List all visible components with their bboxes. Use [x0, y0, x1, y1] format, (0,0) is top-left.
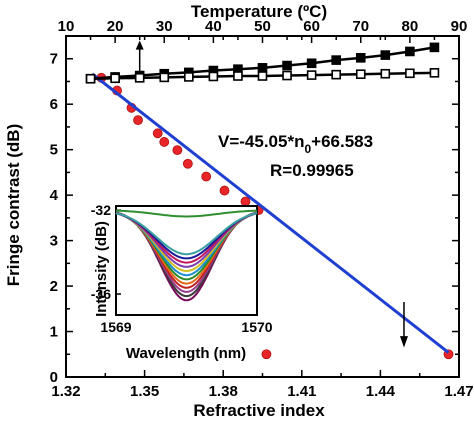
filled-square-point: [306, 58, 317, 69]
ri-data-point: [219, 185, 230, 196]
inset-x-title: Wavelength (nm): [126, 345, 246, 362]
ri-data-point: [152, 128, 163, 139]
open-square-point: [184, 72, 194, 82]
inset-plot: 1569 1570 -32 -36: [91, 202, 273, 335]
filled-square-point: [355, 53, 366, 63]
inset-x-tick-label: 1569: [100, 319, 131, 335]
x2-tick-label: 10: [58, 18, 75, 35]
linear-fit-line: [91, 72, 450, 354]
fit-equation-tail: +66.583: [311, 132, 373, 151]
y-tick-label: 4: [50, 187, 59, 204]
ri-data-point: [182, 158, 193, 169]
ri-data-point: [172, 145, 183, 156]
x-tick-label: 1.35: [130, 383, 159, 400]
filled-square-point: [380, 50, 391, 60]
filled-square-point: [257, 63, 268, 73]
x2-tick-label: 30: [156, 18, 173, 35]
inset-y-tick-label: -32: [91, 202, 111, 218]
ri-data-point: [201, 171, 212, 182]
inset-y-tick-label: -36: [91, 286, 111, 302]
inset-spectrum-curve: [115, 209, 258, 218]
filled-square-point: [405, 46, 415, 57]
open-square-point: [159, 72, 170, 83]
ri-axis-arrowhead: [399, 336, 408, 348]
open-square-point: [380, 68, 391, 79]
ri-data-point: [261, 349, 272, 360]
fit-equation-main: V=-45.05*n: [218, 132, 304, 151]
y-axis-title: Fringe contrast (dB): [4, 124, 23, 286]
y-tick-label: 5: [50, 142, 58, 159]
open-square-point: [331, 69, 341, 80]
filled-square-point: [282, 60, 292, 71]
inset-y-title: Intensity (dB): [93, 221, 110, 317]
open-square-point: [355, 69, 366, 79]
open-square-point: [208, 71, 219, 82]
inset-x-tick-label: 1570: [241, 319, 272, 335]
x2-tick-label: 60: [303, 18, 320, 35]
filled-square-point: [429, 42, 440, 53]
open-square-point: [257, 71, 268, 81]
ri-data-point: [240, 196, 251, 207]
y-tick-label: 0: [50, 369, 58, 386]
x2-tick-label: 20: [107, 18, 124, 35]
y-tick-label: 3: [50, 233, 58, 250]
fit-r-value: R=0.99965: [270, 161, 354, 180]
fit-equation-subscript: 0: [304, 142, 311, 156]
fit-equation: V=-45.05*n0+66.583: [218, 132, 373, 156]
open-square-point: [233, 71, 243, 81]
temperature-axis-arrowhead: [135, 40, 144, 50]
open-square-point: [405, 68, 415, 79]
x2-tick-label: 90: [451, 18, 468, 35]
y-tick-label: 7: [50, 51, 58, 68]
y-tick-label: 1: [50, 324, 58, 341]
open-square-point: [429, 68, 440, 78]
y-tick-label: 6: [50, 96, 58, 113]
x-tick-label: 1.32: [51, 383, 80, 400]
x2-tick-label: 40: [205, 18, 222, 35]
x-axis-title: Refractive index: [193, 401, 325, 420]
x-tick-label: 1.41: [287, 383, 316, 400]
y-tick-label: 2: [50, 278, 58, 295]
ri-data-point: [159, 137, 170, 147]
ri-data-point: [133, 115, 143, 126]
filled-square-point: [331, 55, 341, 65]
open-square-point: [85, 73, 96, 84]
open-square-point: [282, 70, 292, 81]
open-square-point: [134, 73, 145, 83]
x-tick-label: 1.44: [366, 383, 396, 400]
inset-spectrum-curve: [115, 212, 258, 256]
x2-tick-label: 80: [402, 18, 419, 35]
x2-tick-label: 50: [254, 18, 271, 35]
x-tick-label: 1.38: [209, 383, 238, 400]
open-square-point: [110, 73, 120, 84]
top-axis-title: Temperature (ºC): [191, 2, 327, 21]
open-square-point: [306, 70, 317, 80]
x-tick-label: 1.47: [444, 383, 473, 400]
x2-tick-label: 70: [352, 18, 369, 35]
